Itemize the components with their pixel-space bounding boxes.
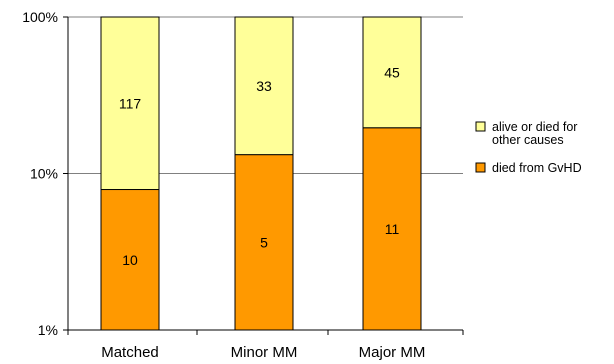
category-labels: Matched Minor MM Major MM — [101, 344, 425, 361]
data-label-alive-other: 117 — [119, 95, 142, 111]
data-label-died-gvhd: 10 — [122, 252, 138, 268]
bar-segment-died-gvhd — [362, 127, 422, 331]
bar-segment-alive-other — [234, 16, 294, 156]
legend-swatch — [475, 162, 486, 173]
y-tick-label: 100% — [22, 9, 58, 25]
data-label-alive-other: 45 — [384, 64, 400, 80]
legend-label: other causes — [492, 133, 564, 147]
legend-swatch — [475, 121, 486, 132]
y-tick-labels: 1% 10% 100% — [22, 9, 58, 338]
category-label: Minor MM — [231, 344, 298, 361]
bar-segment-alive-other — [362, 16, 422, 129]
data-labels: 10 117 5 33 11 45 — [119, 64, 400, 267]
bars — [100, 16, 422, 331]
y-tick-label: 10% — [30, 166, 58, 182]
y-tick-label: 1% — [38, 322, 58, 338]
category-label: Major MM — [359, 344, 426, 361]
data-label-died-gvhd: 5 — [260, 234, 268, 250]
data-label-died-gvhd: 11 — [385, 221, 400, 237]
bar-segment-died-gvhd — [234, 154, 294, 331]
bar-segment-died-gvhd — [100, 189, 160, 331]
legend-label: alive or died for — [492, 120, 577, 134]
category-label: Matched — [101, 344, 159, 361]
data-label-alive-other: 33 — [256, 78, 272, 94]
bar-segment-alive-other — [100, 16, 160, 191]
legend-label: died from GvHD — [492, 161, 582, 175]
